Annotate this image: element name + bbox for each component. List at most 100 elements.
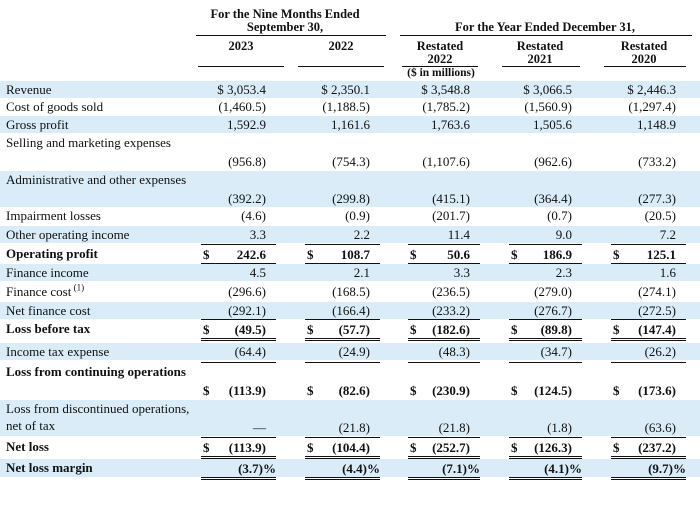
value-cell: (233.2) xyxy=(432,303,470,318)
value-cell: (48.3) xyxy=(438,344,470,359)
dollar-sign: $ xyxy=(307,322,314,337)
total-rule xyxy=(305,362,380,363)
row-label-text: Finance cost xyxy=(6,284,72,299)
value-cell: (64.4) xyxy=(234,344,266,359)
total-rule xyxy=(509,362,582,363)
row-label-text: Loss before tax xyxy=(6,321,91,336)
value-cell: (201.7) xyxy=(432,208,470,223)
double-rule xyxy=(305,263,380,264)
double-rule xyxy=(611,477,686,478)
double-rule xyxy=(201,456,276,457)
total-rule xyxy=(305,458,380,459)
total-rule xyxy=(201,319,276,320)
col-header-1: 2022 xyxy=(296,40,386,53)
value-cell: 1,148.9 xyxy=(637,117,676,132)
row-label: Revenue xyxy=(6,81,196,98)
row-label: Gross profit xyxy=(6,116,196,133)
double-rule xyxy=(408,340,480,341)
row-label-text: Net loss xyxy=(6,439,49,454)
total-rule xyxy=(408,319,480,320)
row-label: Finance income xyxy=(6,264,196,281)
value-cell: (237.2) xyxy=(638,440,676,455)
value-cell: (277.3) xyxy=(638,191,676,206)
value-cell: (168.5) xyxy=(332,284,370,299)
value-cell: (4.4)% xyxy=(342,461,380,476)
value-cell: (82.6) xyxy=(338,383,370,398)
value-cell: 3.3 xyxy=(249,227,266,242)
dollar-sign: $ xyxy=(203,247,210,262)
row-label-text: Administrative and other expenses xyxy=(6,172,187,187)
value-cell: (0.9) xyxy=(345,208,370,223)
dollar-sign: $ xyxy=(613,383,620,398)
double-rule xyxy=(509,477,582,478)
row-label: Selling and marketing expenses xyxy=(6,134,196,151)
total-rule xyxy=(201,362,276,363)
total-rule xyxy=(305,437,380,438)
dollar-sign: $ xyxy=(410,383,417,398)
value-cell: 2.1 xyxy=(353,265,370,280)
row-label-text: Net finance cost xyxy=(6,303,91,318)
value-cell: 125.1 xyxy=(646,247,676,262)
dollar-sign: $ xyxy=(203,383,210,398)
total-rule xyxy=(611,458,686,459)
double-rule xyxy=(611,479,686,480)
row-label-text: Other operating income xyxy=(6,227,130,242)
total-rule xyxy=(201,437,276,438)
value-cell: (1,460.5) xyxy=(218,99,266,114)
row-label-text: Finance income xyxy=(6,265,89,280)
header-year-rule xyxy=(400,35,692,36)
row-label: Finance cost (1) xyxy=(6,283,196,300)
row-label: Other operating income xyxy=(6,226,196,243)
value-cell: 1,505.6 xyxy=(533,117,572,132)
double-rule xyxy=(408,338,480,339)
total-rule xyxy=(408,244,480,245)
value-cell: (230.9) xyxy=(432,383,470,398)
col-restated-4: Restated xyxy=(620,39,668,53)
dollar-sign: $ xyxy=(511,322,518,337)
row-label-text: Cost of goods sold xyxy=(6,99,104,114)
dollar-sign: $ xyxy=(613,440,620,455)
dollar-sign: $ xyxy=(511,247,518,262)
dollar-sign: $ xyxy=(613,247,620,262)
row-band xyxy=(0,264,700,281)
double-rule xyxy=(611,338,686,339)
dollar-sign: $ xyxy=(410,247,417,262)
row-label: Net finance cost xyxy=(6,302,196,319)
value-cell: (1,107.6) xyxy=(422,154,470,169)
value-cell: 242.6 xyxy=(236,247,266,262)
header-nine-months: For the Nine Months Ended September 30, xyxy=(210,7,360,34)
col-rule-4 xyxy=(604,66,686,67)
dollar-sign: $ xyxy=(613,322,620,337)
row-band xyxy=(0,81,700,98)
value-cell: (113.9) xyxy=(228,383,266,398)
col-header-3: Restated 2021 xyxy=(500,40,580,66)
dollar-sign: $ xyxy=(511,440,518,455)
total-rule xyxy=(305,244,380,245)
value-cell: (276.7) xyxy=(534,303,572,318)
value-cell: $ 3,066.5 xyxy=(523,82,572,97)
value-cell: 9.0 xyxy=(555,227,572,242)
dollar-sign: $ xyxy=(307,247,314,262)
value-cell: (415.1) xyxy=(432,191,470,206)
row-label-text: Operating profit xyxy=(6,246,98,261)
row-label: Administrative and other expenses xyxy=(6,171,196,188)
value-cell: (9.7)% xyxy=(648,461,686,476)
value-cell: (364.4) xyxy=(534,191,572,206)
row-band xyxy=(0,116,700,133)
double-rule xyxy=(201,263,276,264)
value-cell: (272.5) xyxy=(638,303,676,318)
double-rule xyxy=(305,456,380,457)
row-label: Operating profit xyxy=(6,245,196,262)
col-year-1: 2022 xyxy=(328,39,354,53)
double-rule xyxy=(305,479,380,480)
value-cell: 50.6 xyxy=(447,247,470,262)
total-rule xyxy=(509,458,582,459)
row-band xyxy=(0,343,700,360)
total-rule xyxy=(611,244,686,245)
col-rule-3 xyxy=(502,66,580,67)
double-rule xyxy=(509,338,582,339)
value-cell: — xyxy=(253,420,266,435)
row-label-text: Impairment losses xyxy=(6,208,101,223)
row-band xyxy=(0,226,700,243)
value-cell: (279.0) xyxy=(534,284,572,299)
